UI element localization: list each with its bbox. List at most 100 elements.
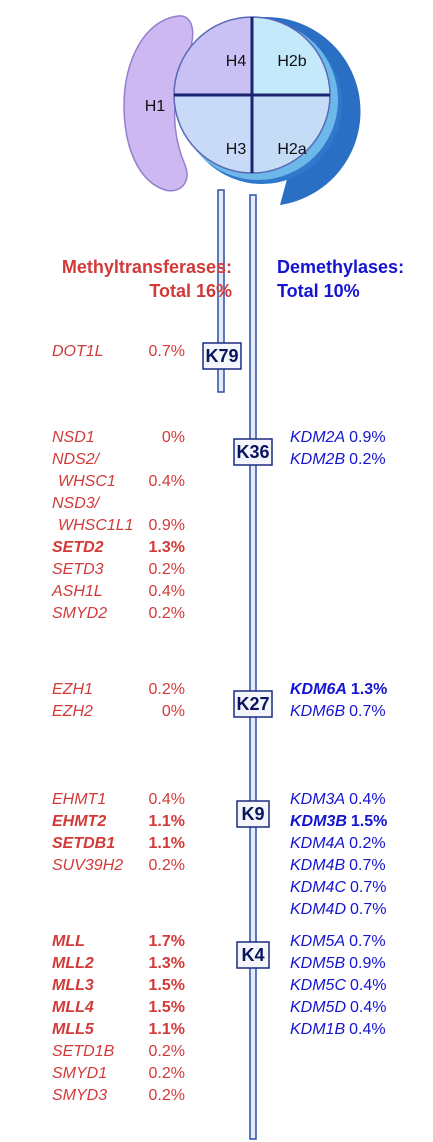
- histone-label: H2a: [277, 141, 306, 158]
- methyltransferase-name: SMYD1: [52, 1065, 107, 1082]
- demethylase-name: KDM4D: [290, 901, 346, 918]
- methyltransferase-name: ASH1L: [51, 583, 103, 600]
- methyltransferase-pct: 0%: [162, 703, 185, 720]
- methyltransferase-name: SETD2: [52, 539, 104, 556]
- methyltransferase-name: SMYD2: [52, 605, 107, 622]
- methyltransferase-name: SUV39H2: [52, 857, 123, 874]
- demethylase-pct: 0.2%: [349, 835, 385, 852]
- methyltransferase-pct: 1.1%: [149, 1021, 185, 1038]
- demethylase-name: KDM1B: [290, 1021, 345, 1038]
- methyltransferase-pct: 1.1%: [149, 835, 185, 852]
- demethylase-pct: 1.5%: [351, 813, 387, 830]
- methyltransferase-name: EZH2: [52, 703, 93, 720]
- methyltransferase-pct: 1.3%: [149, 955, 185, 972]
- methyltransferase-name: SETD3: [52, 561, 104, 578]
- demethylase-pct: 0.7%: [349, 857, 385, 874]
- demethylase-pct: 0.9%: [349, 955, 385, 972]
- demethylase-row: KDM2A 0.9%: [290, 429, 386, 446]
- site-label: K9: [241, 804, 264, 824]
- methyltransferase-name: EHMT2: [52, 813, 106, 830]
- demethylase-row: KDM3B 1.5%: [290, 813, 387, 830]
- methyltransferase-name: DOT1L: [52, 343, 104, 360]
- methyltransferase-pct: 0.2%: [149, 681, 185, 698]
- demethylase-row: KDM5C 0.4%: [290, 977, 386, 994]
- methyltransferase-name: EZH1: [52, 681, 93, 698]
- demethylase-name: KDM3A: [290, 791, 345, 808]
- methyltransferase-name: MLL3: [52, 977, 94, 994]
- demethylase-row: KDM4A 0.2%: [290, 835, 386, 852]
- site-box: [233, 690, 273, 718]
- demethylase-row: KDM6A 1.3%: [290, 681, 387, 698]
- methyltransferase-pct: 0.2%: [149, 1087, 185, 1104]
- methyltransferase-pct: 1.3%: [149, 539, 185, 556]
- methyltransferase-pct: 0.4%: [149, 473, 185, 490]
- demethylase-pct: 0.7%: [349, 933, 385, 950]
- site-label: K79: [205, 346, 238, 366]
- site-label: K36: [236, 442, 269, 462]
- demethylase-pct: 0.7%: [350, 901, 386, 918]
- demethylase-row: KDM2B 0.2%: [290, 451, 386, 468]
- h2b-quadrant: [252, 17, 330, 95]
- methyltransferase-pct: 0.2%: [149, 1043, 185, 1060]
- methyltransferase-pct: 1.7%: [149, 933, 185, 950]
- demethylase-name: KDM6B: [290, 703, 345, 720]
- h3-quadrant: [174, 95, 252, 173]
- disc-shadow: [252, 16, 361, 205]
- demethylase-row: KDM6B 0.7%: [290, 703, 386, 720]
- demethylase-name: KDM4A: [290, 835, 345, 852]
- methyltransferase-name: NDS2/: [52, 451, 101, 468]
- histone-label: H2b: [277, 53, 306, 70]
- methyltransferase-pct: 0.2%: [149, 605, 185, 622]
- methyltransferase-name: MLL4: [52, 999, 94, 1016]
- demethylase-pct: 0.2%: [349, 451, 385, 468]
- demethylase-row: KDM5A 0.7%: [290, 933, 386, 950]
- demethylase-pct: 0.7%: [349, 703, 385, 720]
- demethylase-pct: 0.4%: [350, 977, 386, 994]
- demethylase-pct: 1.3%: [351, 681, 387, 698]
- methyltransferase-pct: 1.5%: [149, 977, 185, 994]
- demethylase-name: KDM6A: [290, 681, 347, 698]
- methyltransferase-name: WHSC1: [58, 473, 116, 490]
- site-box: [236, 941, 270, 969]
- methyltransferase-name: SMYD3: [52, 1087, 107, 1104]
- demethylase-row: KDM4B 0.7%: [290, 857, 386, 874]
- demethylase-name: KDM4C: [290, 879, 346, 896]
- demethylase-row: KDM3A 0.4%: [290, 791, 386, 808]
- methyltransferase-name: EHMT1: [52, 791, 106, 808]
- methyltransferase-pct: 0.4%: [149, 791, 185, 808]
- histone-label: H1: [145, 98, 166, 115]
- demethyl-total: Total 10%: [277, 281, 360, 301]
- methyl-total: Total 16%: [149, 281, 232, 301]
- methyltransferase-name: WHSC1L1: [58, 517, 134, 534]
- demethyl-header: Demethylases:: [277, 257, 404, 277]
- demethylase-name: KDM5A: [290, 933, 345, 950]
- methyltransferase-pct: 0.2%: [149, 1065, 185, 1082]
- k79-rod: [217, 189, 225, 393]
- demethylase-pct: 0.4%: [350, 999, 386, 1016]
- demethylase-name: KDM5B: [290, 955, 345, 972]
- demethylase-name: KDM2A: [290, 429, 345, 446]
- main-rod: [249, 194, 257, 1140]
- site-label: K27: [236, 694, 269, 714]
- methyltransferase-pct: 0%: [162, 429, 185, 446]
- methyl-header: Methyltransferases:: [62, 257, 232, 277]
- methyltransferase-name: MLL2: [52, 955, 94, 972]
- methyltransferase-pct: 1.1%: [149, 813, 185, 830]
- methyltransferase-pct: 0.9%: [149, 517, 185, 534]
- demethylase-pct: 0.4%: [349, 791, 385, 808]
- demethylase-name: KDM4B: [290, 857, 345, 874]
- methyltransferase-name: SETDB1: [52, 835, 115, 852]
- demethylase-pct: 0.9%: [349, 429, 385, 446]
- demethylase-row: KDM4D 0.7%: [290, 901, 386, 918]
- methyltransferase-pct: 0.2%: [149, 857, 185, 874]
- methyltransferase-name: MLL5: [52, 1021, 95, 1038]
- demethylase-name: KDM3B: [290, 813, 347, 830]
- methyltransferase-name: NSD3/: [52, 495, 101, 512]
- demethylase-row: KDM4C 0.7%: [290, 879, 386, 896]
- methyltransferase-pct: 0.7%: [149, 343, 185, 360]
- methyltransferase-name: SETD1B: [52, 1043, 115, 1060]
- demethylase-pct: 0.7%: [350, 879, 386, 896]
- h2a-quadrant: [252, 95, 330, 173]
- demethylase-pct: 0.4%: [349, 1021, 385, 1038]
